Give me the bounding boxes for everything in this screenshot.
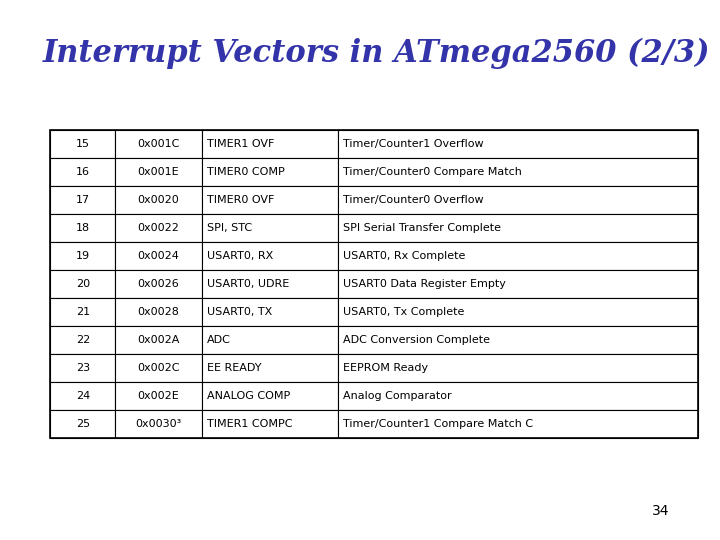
Text: SPI Serial Transfer Complete: SPI Serial Transfer Complete: [343, 223, 501, 233]
Text: Timer/Counter0 Compare Match: Timer/Counter0 Compare Match: [343, 167, 522, 177]
Text: Analog Comparator: Analog Comparator: [343, 392, 452, 401]
Text: Timer/Counter1 Compare Match C: Timer/Counter1 Compare Match C: [343, 420, 534, 429]
Text: TIMER0 OVF: TIMER0 OVF: [207, 195, 274, 205]
Text: 22: 22: [76, 335, 90, 345]
Text: 0x0028: 0x0028: [138, 307, 179, 317]
Text: EE READY: EE READY: [207, 363, 261, 373]
Text: 0x0026: 0x0026: [138, 279, 179, 289]
Text: USART0, UDRE: USART0, UDRE: [207, 279, 289, 289]
Text: EEPROM Ready: EEPROM Ready: [343, 363, 428, 373]
Text: Timer/Counter1 Overflow: Timer/Counter1 Overflow: [343, 139, 484, 148]
Text: 0x002E: 0x002E: [138, 392, 179, 401]
Text: 18: 18: [76, 223, 90, 233]
Text: 0x0030³: 0x0030³: [135, 420, 181, 429]
Text: USART0, TX: USART0, TX: [207, 307, 272, 317]
Text: 34: 34: [652, 504, 670, 518]
Text: SPI, STC: SPI, STC: [207, 223, 252, 233]
Text: Interrupt Vectors in ATmega2560 (2/3): Interrupt Vectors in ATmega2560 (2/3): [43, 38, 711, 69]
Text: 17: 17: [76, 195, 90, 205]
Text: 0x001E: 0x001E: [138, 167, 179, 177]
Text: ADC: ADC: [207, 335, 230, 345]
Text: USART0 Data Register Empty: USART0 Data Register Empty: [343, 279, 506, 289]
Text: 0x001C: 0x001C: [138, 139, 179, 148]
Text: 0x002C: 0x002C: [137, 363, 180, 373]
Text: 25: 25: [76, 420, 90, 429]
Text: 20: 20: [76, 279, 90, 289]
Text: 0x0024: 0x0024: [138, 251, 179, 261]
Text: ANALOG COMP: ANALOG COMP: [207, 392, 290, 401]
Text: USART0, RX: USART0, RX: [207, 251, 273, 261]
Text: USART0, Tx Complete: USART0, Tx Complete: [343, 307, 465, 317]
Text: TIMER1 COMPC: TIMER1 COMPC: [207, 420, 292, 429]
Text: 0x0020: 0x0020: [138, 195, 179, 205]
Text: USART0, Rx Complete: USART0, Rx Complete: [343, 251, 466, 261]
Text: 15: 15: [76, 139, 90, 148]
Text: TIMER0 COMP: TIMER0 COMP: [207, 167, 284, 177]
Text: ADC Conversion Complete: ADC Conversion Complete: [343, 335, 490, 345]
Text: 21: 21: [76, 307, 90, 317]
Text: 23: 23: [76, 363, 90, 373]
Text: Timer/Counter0 Overflow: Timer/Counter0 Overflow: [343, 195, 484, 205]
Text: 0x002A: 0x002A: [138, 335, 179, 345]
Text: 19: 19: [76, 251, 90, 261]
Text: TIMER1 OVF: TIMER1 OVF: [207, 139, 274, 148]
Text: 0x0022: 0x0022: [138, 223, 179, 233]
Text: 16: 16: [76, 167, 90, 177]
Text: 24: 24: [76, 392, 90, 401]
